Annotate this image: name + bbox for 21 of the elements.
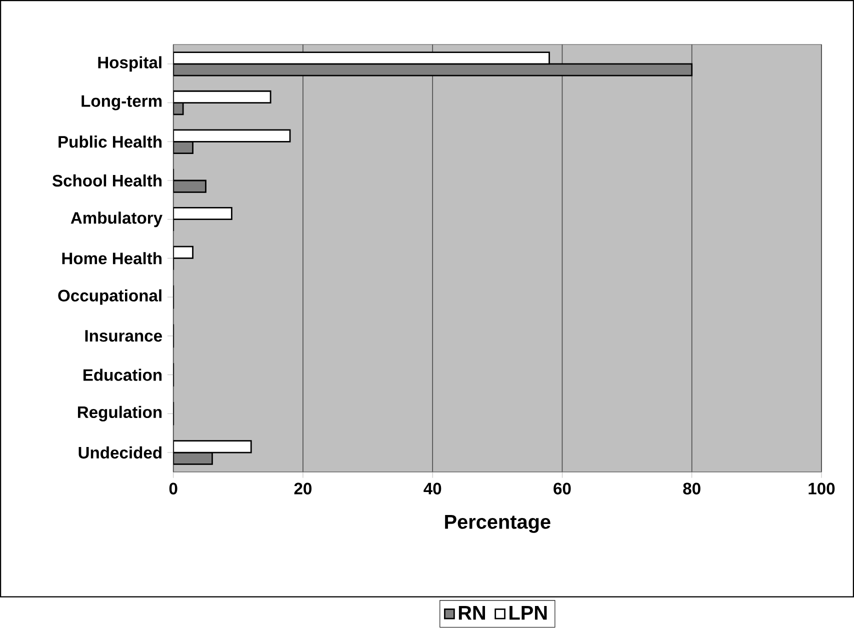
legend-label: RN [458,606,486,620]
y-tick-label: Education [84,368,162,382]
bar [173,63,693,77]
y-tick-label: Public Health [58,136,162,148]
x-tick-label: 0 [169,482,178,495]
x-axis-title: Percentage [445,515,550,534]
y-tick-label: Occupational [58,290,162,306]
y-tick-label: School Health [52,174,162,187]
x-tick-label: 20 [294,482,312,495]
y-tick-label: Ambulatory [70,212,162,228]
x-tick-label: 80 [683,482,700,495]
y-tick-label: Long-term [82,96,162,110]
x-tick-label: 60 [554,482,571,495]
x-tick-label: 40 [424,482,442,495]
y-tick-label: Home Health [62,252,162,265]
x-tick-label: 100 [808,482,835,495]
legend-label: LPN [510,606,547,620]
y-tick-label: Undecided [78,446,162,459]
y-tick-label: Insurance [85,330,162,342]
y-tick-label: Hospital [98,56,162,72]
y-tick-label: Regulation [78,406,162,422]
